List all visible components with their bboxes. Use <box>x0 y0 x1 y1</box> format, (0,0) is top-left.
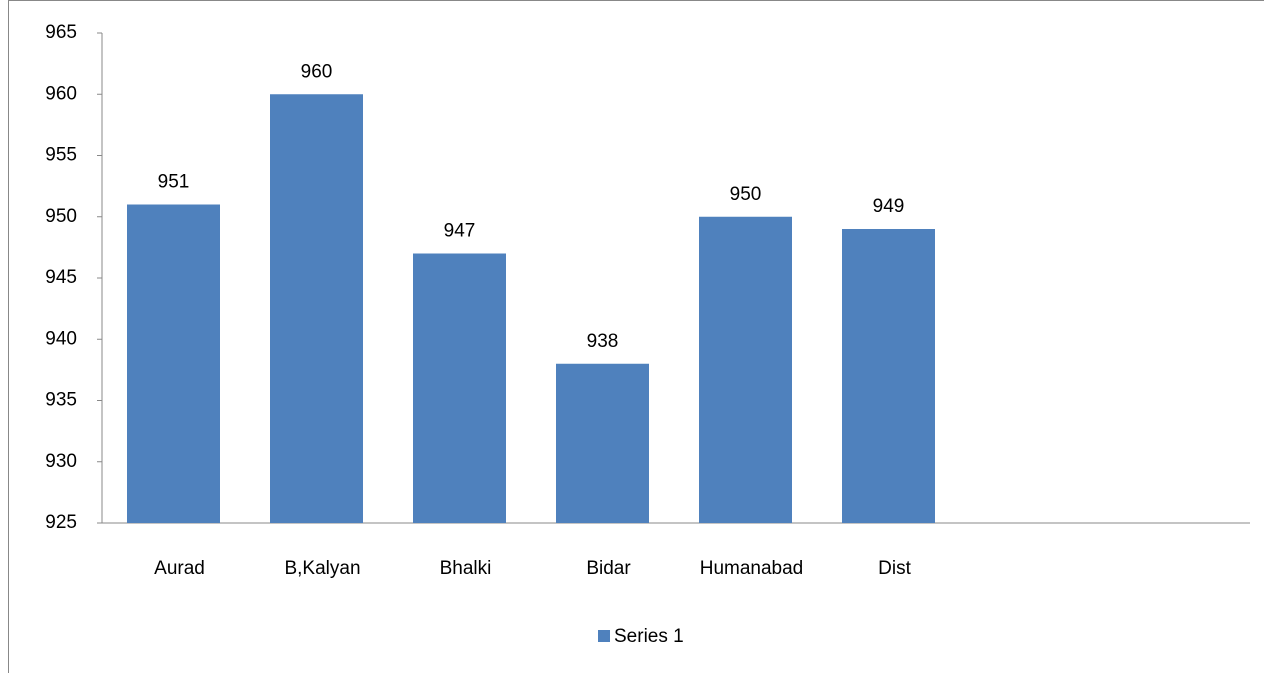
y-tick-label: 940 <box>45 328 77 349</box>
x-tick-label: Bidar <box>586 558 631 579</box>
bar <box>270 94 363 523</box>
y-tick-label: 945 <box>45 267 77 288</box>
data-label: 938 <box>587 331 619 352</box>
legend-label: Series 1 <box>614 626 684 647</box>
y-tick-label: 930 <box>45 451 77 472</box>
x-tick-label: B,Kalyan <box>284 558 360 579</box>
y-tick-label: 960 <box>45 83 77 104</box>
data-label: 951 <box>158 172 190 193</box>
bar <box>842 229 935 523</box>
data-label: 960 <box>301 61 333 82</box>
legend-swatch <box>598 630 610 642</box>
y-tick-label: 950 <box>45 206 77 227</box>
y-tick-label: 925 <box>45 512 77 533</box>
y-tick-label: 935 <box>45 390 77 411</box>
data-label: 950 <box>730 184 762 205</box>
data-label: 947 <box>444 221 476 242</box>
bar <box>699 216 792 523</box>
data-label: 949 <box>873 196 905 217</box>
y-tick-label: 965 <box>45 22 77 43</box>
x-tick-label: Bhalki <box>440 558 492 579</box>
bar <box>127 204 220 523</box>
bar <box>413 253 506 523</box>
chart-frame <box>8 0 1264 673</box>
x-tick-label: Aurad <box>154 558 205 579</box>
x-tick-label: Humanabad <box>700 558 804 579</box>
y-tick-label: 955 <box>45 145 77 166</box>
bar <box>556 363 649 523</box>
x-tick-label: Dist <box>878 558 911 579</box>
